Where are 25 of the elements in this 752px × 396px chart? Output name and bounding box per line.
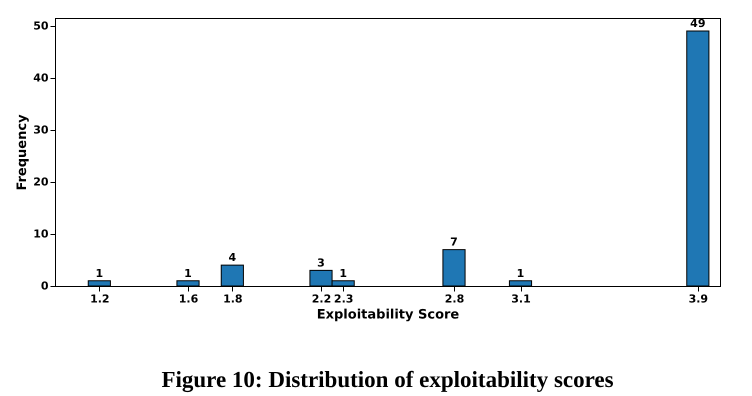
x-tick-label: 3.9 [688, 292, 708, 306]
x-tick-label: 1.8 [223, 292, 243, 306]
data-label: 1 [339, 266, 347, 280]
y-tick-label: 0 [40, 280, 49, 292]
x-axis-title: Exploitability Score [316, 308, 460, 322]
x-tick-label: 2.3 [334, 292, 354, 306]
y-tick-label: 40 [33, 71, 49, 84]
data-label: 4 [228, 251, 237, 264]
data-label: 1 [516, 266, 524, 280]
data-label: 1 [184, 266, 192, 280]
data-label: 1 [96, 266, 104, 280]
x-tick-label: 3.1 [511, 292, 531, 306]
x-tick-label: 1.6 [178, 292, 199, 306]
y-tick-label: 10 [33, 227, 49, 240]
y-tick-label: 20 [33, 175, 49, 188]
x-tick-label: 2.8 [444, 292, 464, 306]
data-label: 3 [317, 256, 325, 270]
data-label: 7 [450, 236, 458, 249]
x-tick-label: 1.2 [90, 292, 110, 306]
y-axis-title: Frequency [15, 114, 30, 191]
y-tick-label: 30 [33, 123, 49, 136]
text: Figure 10: Distribution of exploitability scores [161, 367, 614, 393]
x-tick-label: 2.2 [312, 292, 332, 306]
data-label: 49 [690, 17, 706, 30]
y-tick-label: 50 [33, 19, 49, 32]
